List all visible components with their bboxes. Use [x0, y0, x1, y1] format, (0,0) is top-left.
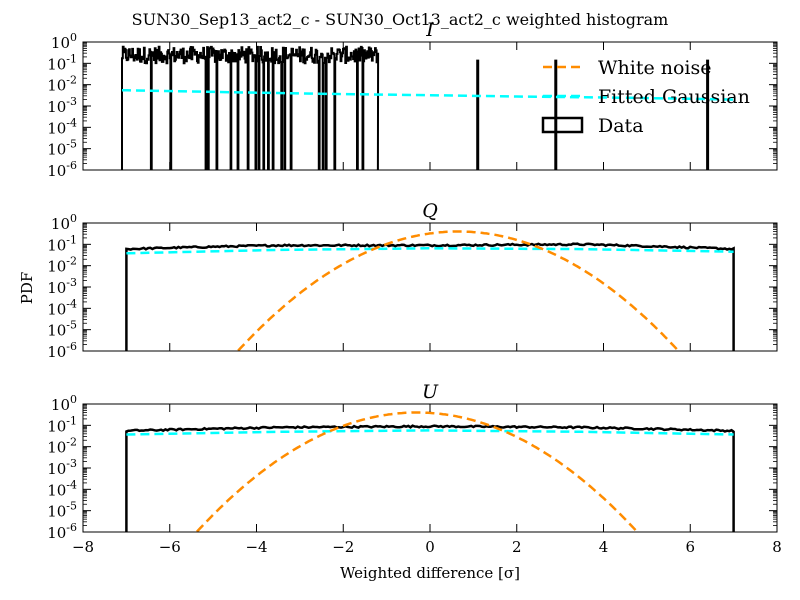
data-histogram	[125, 424, 735, 532]
figure-title: SUN30_Sep13_act2_c - SUN30_Oct13_act2_c …	[132, 10, 669, 29]
y-tick-label: 100	[51, 31, 77, 52]
y-tick-label: 100	[51, 393, 77, 414]
panel-title-i: I	[425, 19, 434, 41]
white-noise-line	[195, 411, 639, 532]
fitted-gaussian-line	[126, 429, 734, 436]
legend-label: Fitted Gaussian	[598, 86, 750, 108]
y-tick-label: 10-2	[47, 255, 77, 276]
data-histogram	[121, 45, 380, 170]
y-tick-label: 10-3	[47, 457, 77, 478]
y-tick-label: 10-2	[47, 436, 77, 457]
panel-frame	[82, 222, 778, 352]
x-tick-label: −4	[245, 538, 267, 556]
y-tick-label: 100	[51, 212, 77, 233]
data-histogram	[125, 242, 735, 351]
y-tick-label: 10-4	[47, 478, 77, 499]
y-tick-label: 10-1	[47, 233, 77, 254]
x-axis-label: Weighted difference [σ]	[340, 564, 520, 582]
white-noise-line	[236, 230, 681, 351]
plot-area	[121, 45, 734, 170]
y-tick-label: 10-2	[47, 74, 77, 95]
panel-frame	[82, 403, 778, 533]
y-tick-label: 10-6	[47, 340, 77, 361]
legend-swatch	[541, 116, 584, 134]
plot-area	[125, 411, 735, 532]
y-tick-label: 10-4	[47, 116, 77, 137]
panel-title-u: U	[422, 381, 439, 403]
fitted-gaussian-line	[126, 247, 734, 255]
x-tick-label: 8	[772, 538, 782, 556]
x-tick-label: −8	[72, 538, 94, 556]
x-tick-label: −6	[159, 538, 181, 556]
y-tick-label: 10-3	[47, 276, 77, 297]
x-tick-label: 2	[512, 538, 522, 556]
y-tick-label: 10-5	[47, 319, 77, 340]
y-tick-label: 10-6	[47, 159, 77, 180]
y-tick-label: 10-3	[47, 95, 77, 116]
y-tick-label: 10-5	[47, 138, 77, 159]
y-tick-label: 10-5	[47, 500, 77, 521]
plot-area	[125, 230, 735, 351]
legend: White noise Fitted Gaussian Data	[541, 57, 750, 137]
x-tick-label: 6	[685, 538, 695, 556]
y-tick-label: 10-4	[47, 297, 77, 318]
x-tick-label: 0	[425, 538, 435, 556]
fitted-gaussian-line	[121, 88, 734, 101]
y-axis-label: PDF	[18, 272, 36, 305]
legend-label: White noise	[598, 57, 712, 79]
y-tick-label: 10-6	[47, 521, 77, 542]
y-tick-label: 10-1	[47, 52, 77, 73]
x-tick-label: −2	[332, 538, 354, 556]
x-tick-label: 4	[599, 538, 609, 556]
y-tick-label: 10-1	[47, 414, 77, 435]
legend-label: Data	[598, 115, 644, 137]
panel-title-q: Q	[422, 200, 438, 222]
